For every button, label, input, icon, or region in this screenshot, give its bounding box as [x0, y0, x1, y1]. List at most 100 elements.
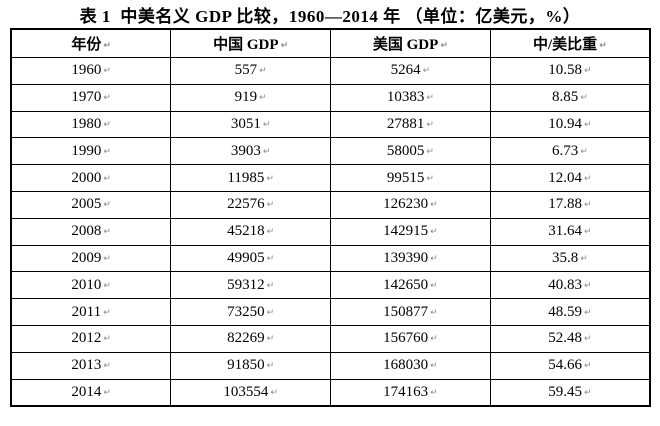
paragraph-mark-icon: ↵ [103, 280, 111, 291]
paragraph-mark-icon: ↵ [103, 93, 111, 104]
cell-text: 2011 [71, 303, 102, 320]
value-cell: 6.73 ↵ [489, 137, 651, 166]
year-cell: 2000 ↵ [10, 164, 172, 192]
paragraph-mark-icon: ↵ [266, 173, 274, 184]
paragraph-mark-icon: ↵ [426, 119, 434, 130]
value-cell: 142915 ↵ [330, 217, 491, 246]
cell-text: 919 [234, 89, 258, 106]
paragraph-mark-icon: ↵ [430, 227, 438, 238]
paragraph-mark-icon: ↵ [103, 119, 111, 130]
value-cell: 919 ↵ [170, 83, 331, 112]
paragraph-mark-icon: ↵ [583, 387, 592, 398]
table-row: 2000 ↵ 11985 ↵ 99515 ↵ 12.04 ↵ [10, 164, 651, 192]
paragraph-mark-icon: ↵ [422, 66, 431, 77]
cell-text: 8.85 [551, 89, 579, 106]
paragraph-mark-icon: ↵ [430, 253, 438, 264]
paragraph-mark-icon: ↵ [580, 93, 588, 104]
table-row: 2008 ↵ 45218 ↵ 142915 ↵ 31.64 ↵ [10, 217, 651, 246]
cell-text: 17.88 [548, 196, 582, 213]
year-cell: 2012 ↵ [10, 324, 172, 353]
cell-text: 3903 [230, 142, 261, 159]
value-cell: 12.04 ↵ [489, 164, 651, 192]
value-cell: 557 ↵ [170, 57, 331, 85]
paragraph-mark-icon: ↵ [266, 307, 275, 318]
paragraph-mark-icon: ↵ [426, 93, 434, 104]
year-cell: 2011 ↵ [10, 298, 172, 326]
paragraph-mark-icon: ↵ [266, 334, 275, 345]
table-row: 2005 ↵ 22576 ↵ 126230 ↵ 17.88 ↵ [10, 190, 651, 219]
year-cell: 1960 ↵ [10, 57, 172, 85]
paragraph-mark-icon: ↵ [583, 307, 592, 318]
year-cell: 2008 ↵ [10, 217, 172, 246]
value-cell: 45218 ↵ [170, 217, 331, 246]
value-cell: 103554 ↵ [170, 378, 331, 407]
cell-text: 6.73 [551, 142, 579, 159]
paragraph-mark-icon: ↵ [583, 280, 592, 291]
cell-text: 年份 [71, 37, 102, 53]
paragraph-mark-icon: ↵ [583, 173, 592, 184]
cell-text: 99515 [386, 169, 425, 186]
table-row: 1990 ↵ 3903 ↵ 58005 ↵ 6.73 ↵ [10, 137, 651, 166]
value-cell: 174163 ↵ [330, 378, 491, 407]
cell-text: 103554 [223, 383, 269, 400]
value-cell: 99515 ↵ [330, 164, 491, 192]
cell-text: 2009 [71, 249, 102, 266]
cell-text: 中/美比重 [533, 37, 598, 53]
cell-text: 31.64 [548, 223, 582, 240]
cell-text: 91850 [227, 357, 265, 374]
cell-text: 3051 [230, 115, 261, 132]
paragraph-mark-icon: ↵ [440, 41, 448, 51]
cell-text: 54.66 [548, 357, 582, 374]
value-cell: 91850 ↵ [170, 351, 331, 380]
year-cell: 1980 ↵ [10, 110, 172, 139]
cell-text: 2010 [71, 276, 102, 293]
paragraph-mark-icon: ↵ [103, 253, 111, 264]
value-cell: 5264 ↵ [330, 57, 491, 85]
paragraph-mark-icon: ↵ [259, 66, 267, 77]
paragraph-mark-icon: ↵ [103, 307, 111, 318]
value-cell: 156760 ↵ [330, 324, 491, 353]
year-cell: 2009 ↵ [10, 244, 172, 273]
value-cell: 27881 ↵ [330, 110, 491, 139]
table-row: 2012 ↵ 82269 ↵ 156760 ↵ 52.48 ↵ [10, 324, 651, 353]
paragraph-mark-icon: ↵ [262, 119, 271, 130]
table-row: 2009 ↵ 49905 ↵ 139390 ↵ 35.8 ↵ [10, 244, 651, 273]
value-cell: 8.85 ↵ [489, 83, 651, 112]
cell-text: 40.83 [548, 276, 582, 293]
cell-text: 12.04 [548, 169, 582, 186]
cell-text: 142915 [383, 223, 429, 240]
cell-text: 82269 [227, 330, 265, 347]
paragraph-mark-icon: ↵ [270, 387, 278, 398]
year-cell: 1970 ↵ [10, 83, 172, 112]
table-row: 2014 ↵ 103554 ↵ 174163 ↵ 59.45 ↵ [10, 378, 651, 407]
cell-text: 5264 [390, 62, 421, 79]
cell-text: 35.8 [551, 249, 579, 266]
value-cell: 52.48 ↵ [489, 324, 651, 353]
value-cell: 168030 ↵ [330, 351, 491, 380]
value-cell: 58005 ↵ [330, 137, 491, 166]
paragraph-mark-icon: ↵ [103, 227, 111, 238]
paragraph-mark-icon: ↵ [103, 41, 111, 51]
cell-text: 73250 [227, 303, 265, 320]
cell-text: 168030 [383, 357, 429, 374]
cell-text: 45218 [227, 223, 265, 240]
table-title: 表 1 中美名义 GDP 比较，1960—2014 年 （单位：亿美元，%） [79, 7, 581, 26]
cell-text: 2000 [71, 169, 102, 186]
paragraph-mark-icon: ↵ [583, 200, 592, 211]
value-cell: 59312 ↵ [170, 271, 331, 300]
paragraph-mark-icon: ↵ [103, 387, 111, 398]
header-row: 年份 ↵ 中国 GDP ↵ 美国 GDP ↵ 中/美比重 ↵ [10, 28, 651, 58]
paragraph-mark-icon: ↵ [430, 334, 438, 345]
table-body: 1960 ↵ 557 ↵ 5264 ↵ 10.58 ↵ 1970 ↵ 919 ↵ 10383 ↵ 8.85 ↵… [10, 57, 651, 407]
paragraph-mark-icon: ↵ [430, 280, 438, 291]
cell-text: 2008 [71, 223, 102, 240]
table-row: 1960 ↵ 557 ↵ 5264 ↵ 10.58 ↵ [10, 57, 651, 85]
paragraph-mark-icon: ↵ [259, 93, 267, 104]
cell-text: 139390 [383, 249, 429, 266]
cell-text: 156760 [383, 330, 429, 347]
value-cell: 35.8 ↵ [489, 244, 651, 273]
paragraph-mark-icon: ↵ [280, 41, 289, 51]
year-cell: 2014 ↵ [10, 378, 172, 407]
value-cell: 59.45 ↵ [489, 378, 651, 407]
